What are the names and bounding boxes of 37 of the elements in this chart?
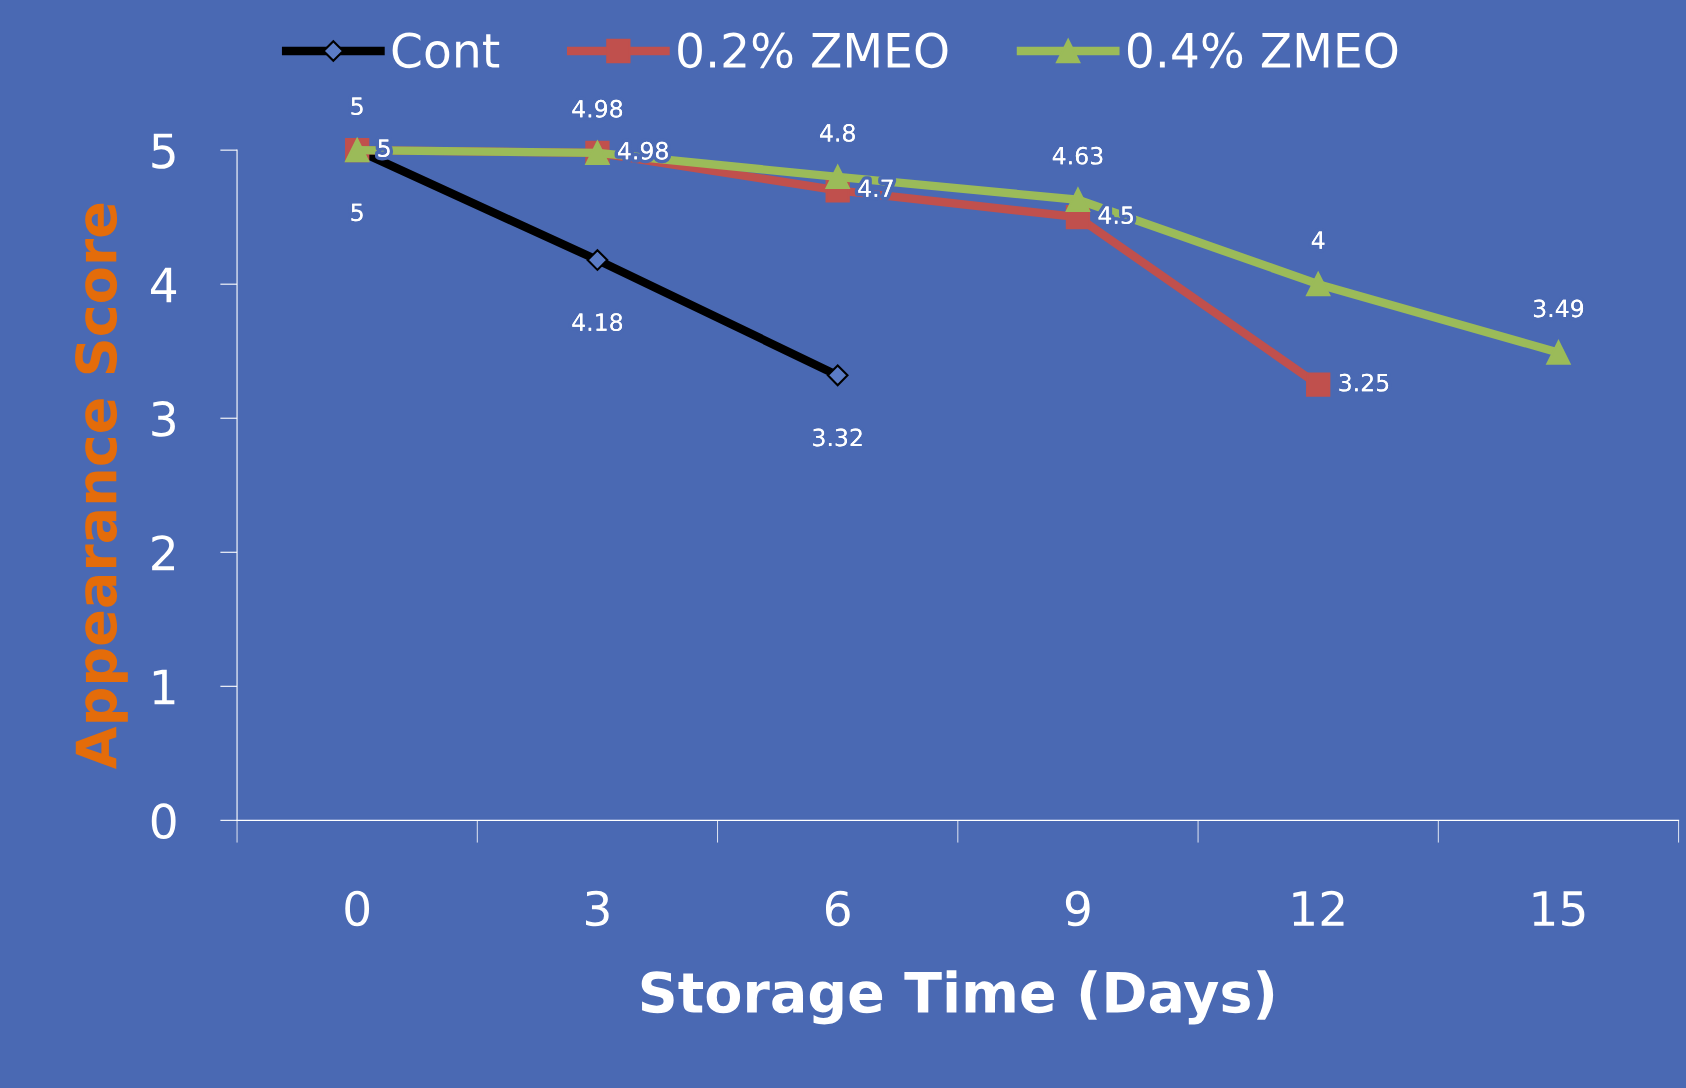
point [825, 164, 850, 190]
data-label: 3.25 [1339, 373, 1389, 392]
point [1546, 340, 1571, 365]
point [586, 249, 609, 271]
y-axis-title: Appearance Score [75, 203, 128, 770]
data-label: 3.49 [1533, 299, 1584, 318]
point [1065, 187, 1091, 212]
data-label: 4.18 [572, 313, 623, 332]
data-label: 3.32 [813, 428, 862, 447]
data-label: 5 [351, 203, 363, 222]
x-tick-label: 9 [1065, 890, 1090, 927]
y-tick-label: 0 [151, 803, 176, 839]
x-tick-label: 3 [586, 890, 609, 927]
x-tick-label: 15 [1533, 891, 1585, 927]
x-tick-label: 12 [1293, 890, 1344, 926]
y-tick-label: 1 [153, 669, 175, 705]
point [826, 364, 849, 387]
legend-label: 0.4% ZMEO [1127, 32, 1398, 69]
y-tick-label: 2 [152, 535, 174, 571]
legend-label: 0.2% ZMEO [678, 32, 948, 69]
point [1306, 372, 1331, 397]
data-label: 5 [378, 139, 390, 157]
y-tick-label: 3 [152, 401, 175, 437]
x-axis-title: Storage Time (Days) [641, 970, 1274, 1025]
data-label: 4 [1311, 231, 1325, 249]
data-label: 4.98 [618, 141, 668, 160]
y-tick-label: 5 [152, 133, 175, 169]
data-label: 4.8 [820, 123, 855, 142]
data-label: 4.5 [1098, 206, 1133, 225]
data-label: 5 [351, 97, 363, 116]
data-label: 4.63 [1052, 146, 1103, 165]
y-tick-label: 4 [150, 267, 177, 303]
point [1306, 272, 1331, 297]
x-tick-label: 6 [825, 890, 850, 927]
x-tick-label: 0 [345, 890, 370, 927]
legend-label: Cont [392, 32, 500, 69]
data-label: 4.98 [572, 99, 623, 118]
